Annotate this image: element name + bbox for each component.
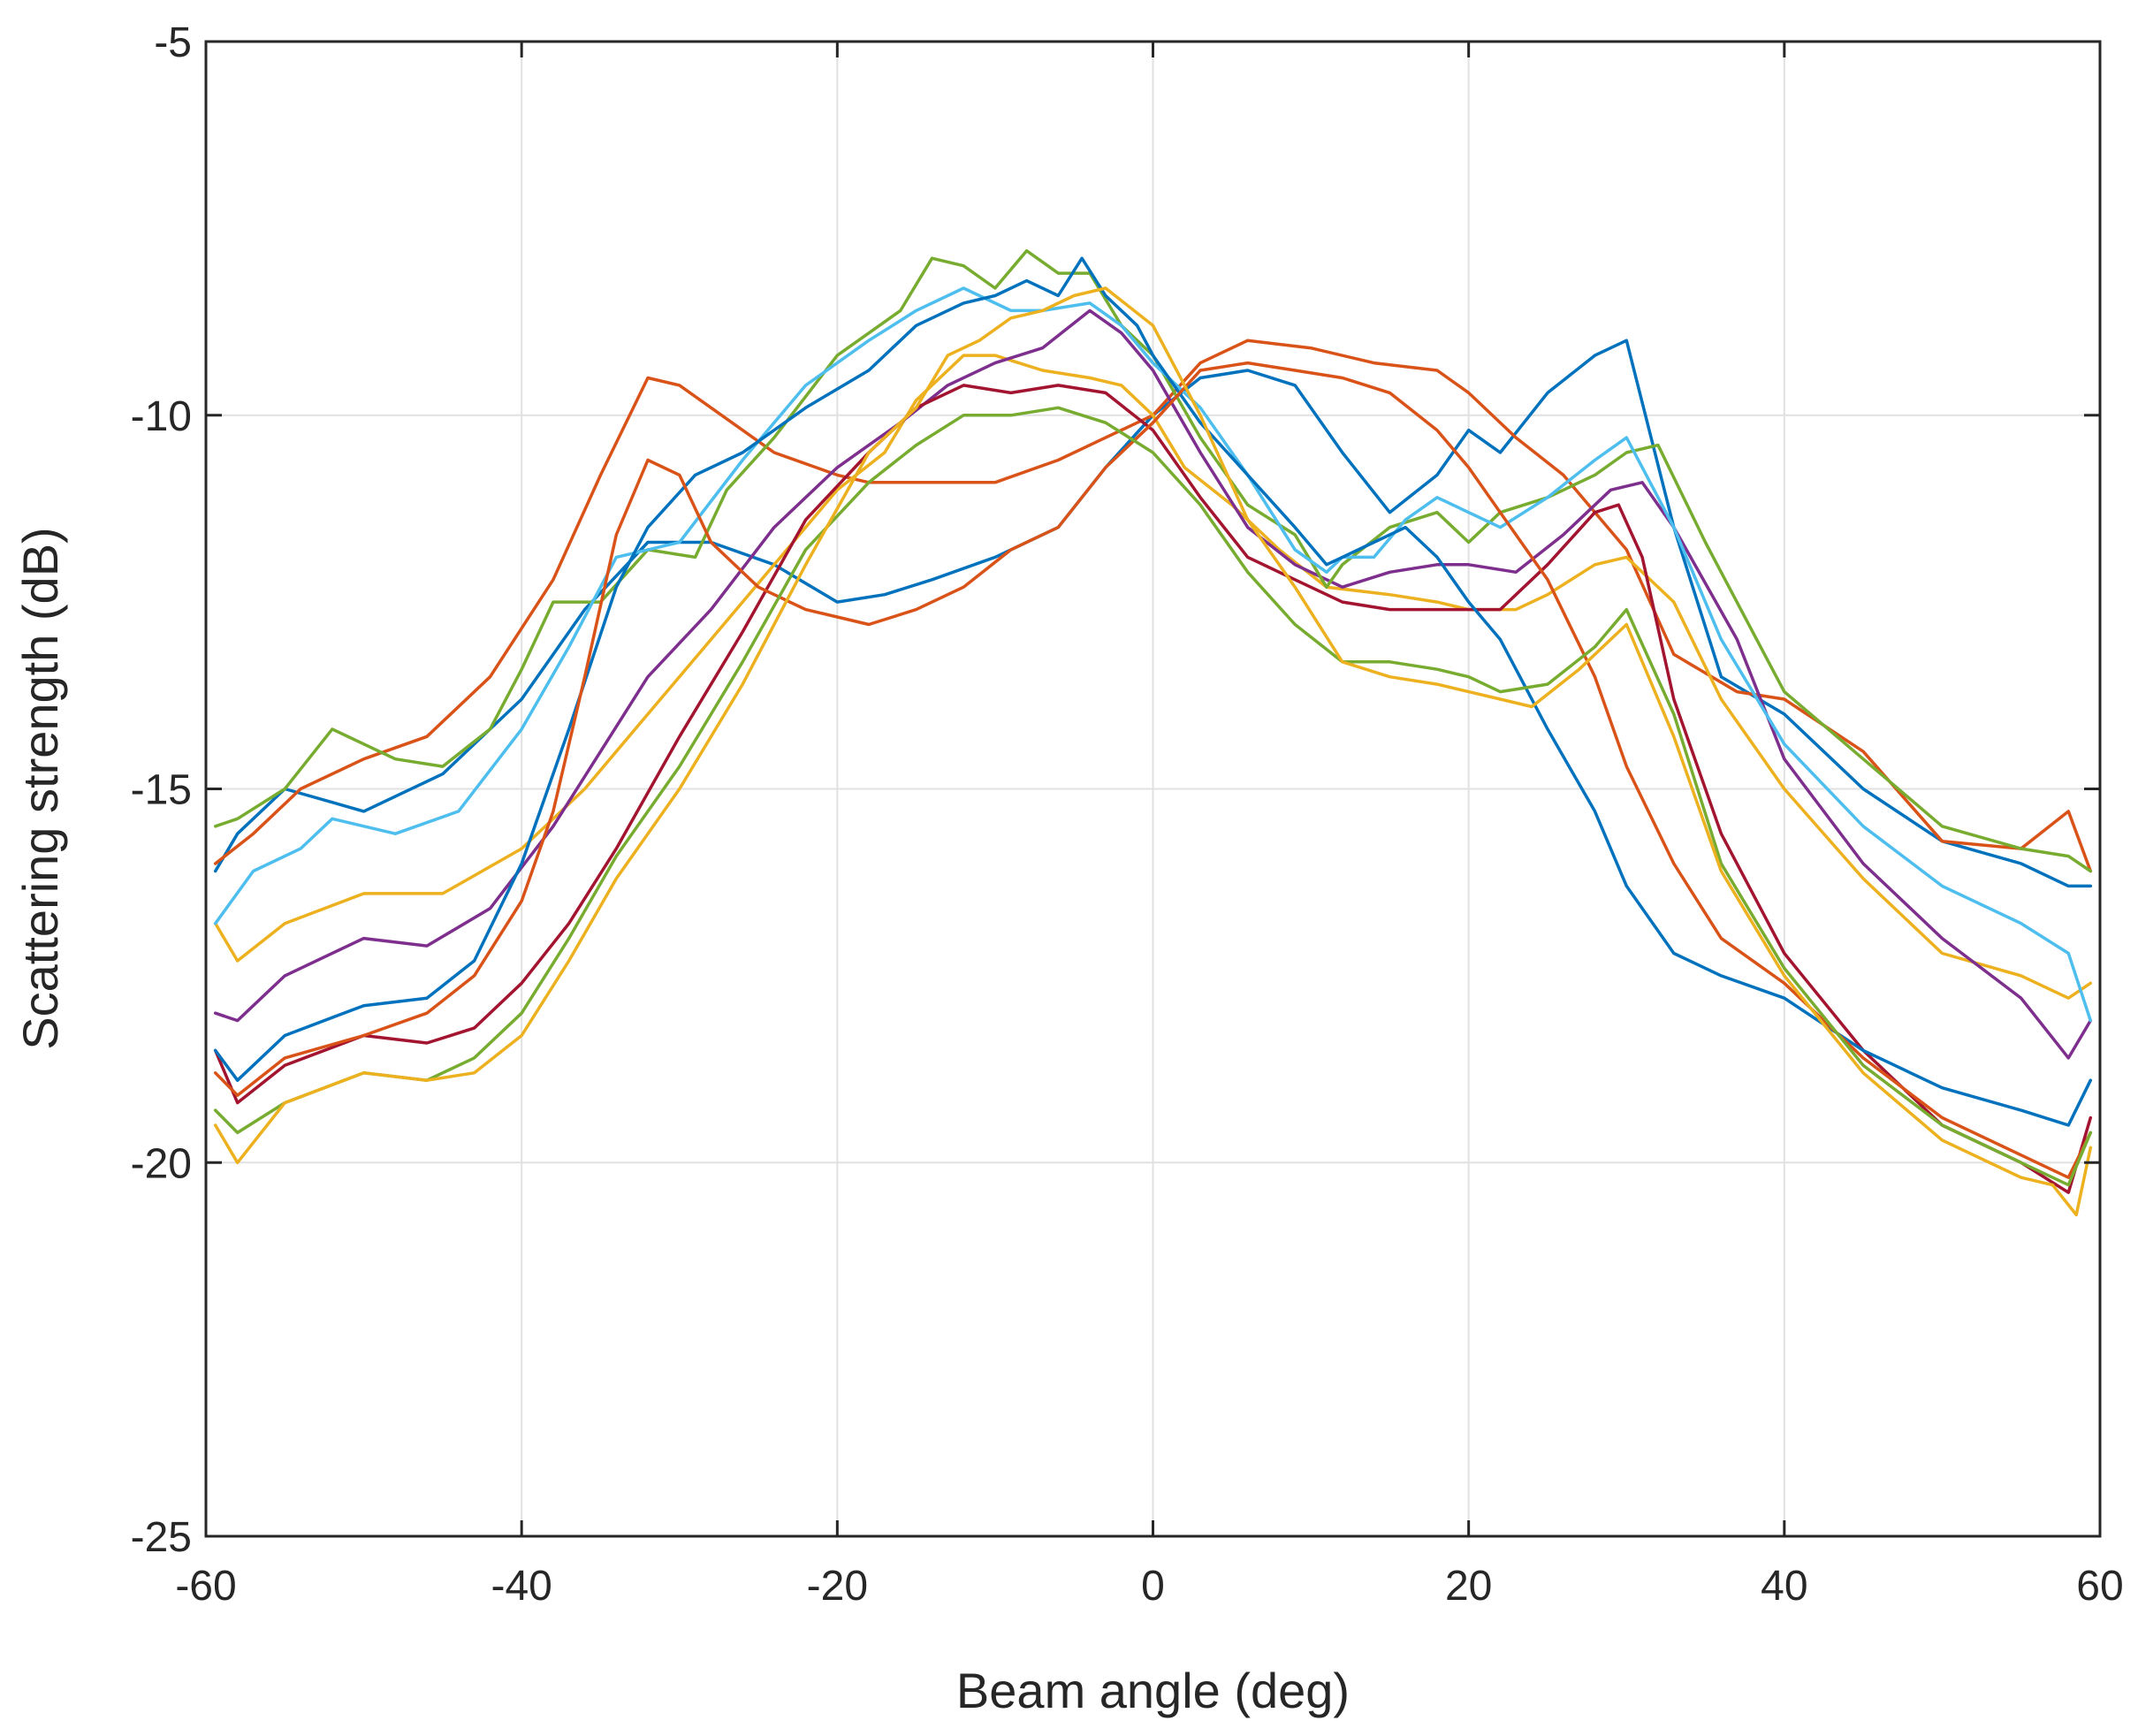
series-line-series-7	[213, 384, 2093, 1194]
x-tick-label: -40	[491, 1563, 552, 1610]
y-tick-label: -25	[131, 1514, 192, 1561]
tick-marks	[204, 40, 2102, 1538]
y-tick-label: -20	[131, 1140, 192, 1187]
series-line-series-10	[213, 406, 2093, 1187]
x-tick-label: -60	[175, 1563, 236, 1610]
series-line-series-1	[213, 339, 2093, 888]
y-tick-labels: -25 -20 -15 -10 -5	[131, 19, 192, 1561]
y-tick-label: -15	[131, 767, 192, 814]
x-tick-labels: -60 -40 -20 0 20 40 60	[175, 1563, 2123, 1610]
x-tick-label: 60	[2076, 1563, 2123, 1610]
y-axis-label: Scattering strength (dB)	[12, 527, 68, 1049]
series-line-series-2	[213, 339, 2093, 873]
y-tick-label: -5	[154, 19, 192, 66]
x-tick-label: -20	[807, 1563, 868, 1610]
series-line-series-4	[213, 308, 2093, 1060]
x-tick-label: 40	[1761, 1563, 1807, 1610]
x-tick-label: 0	[1141, 1563, 1165, 1610]
x-axis-label: Beam angle (deg)	[956, 1663, 1350, 1718]
series-lines	[213, 248, 2093, 1217]
y-tick-label: -10	[131, 393, 192, 440]
series-line-series-6	[213, 286, 2093, 1023]
series-line-series-3	[213, 354, 2093, 1000]
x-tick-label: 20	[1445, 1563, 1492, 1610]
series-line-series-9	[213, 361, 2093, 1179]
series-line-series-11	[213, 286, 2093, 1217]
series-line-series-5	[213, 248, 2093, 873]
